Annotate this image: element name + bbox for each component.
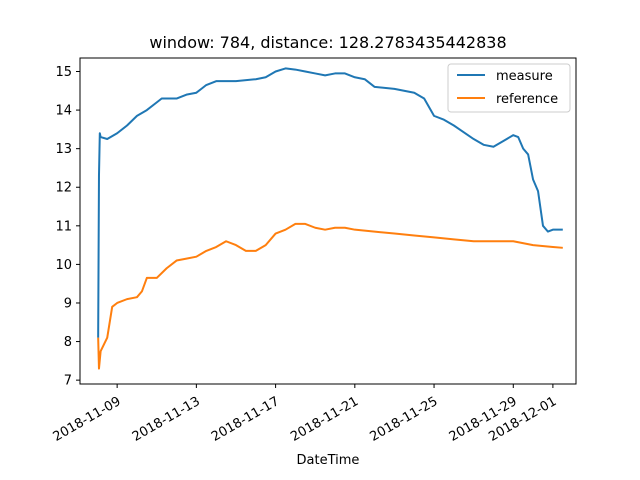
y-axis-ticks: 7 8 9 10 11 12 13 14 15: [55, 65, 80, 389]
y-tick-label: 12: [55, 181, 72, 196]
y-tick-label: 13: [55, 142, 72, 157]
y-tick-label: 9: [64, 296, 72, 311]
chart-title: window: 784, distance: 128.2783435442838: [149, 33, 506, 52]
y-tick-label: 15: [55, 65, 72, 80]
series-line-reference: [97, 222, 563, 370]
y-tick-label: 14: [55, 104, 72, 119]
y-tick-label: 8: [64, 335, 72, 350]
x-axis-label: DateTime: [297, 453, 360, 468]
y-tick-label: 11: [55, 219, 72, 234]
legend: measure reference: [447, 63, 571, 113]
series-line-measure: [97, 67, 563, 338]
legend-label-measure: measure: [496, 69, 553, 84]
plot-frame: [79, 57, 577, 385]
y-tick-label: 10: [55, 258, 72, 273]
legend-label-reference: reference: [496, 92, 558, 107]
series-layer: [97, 67, 563, 370]
y-tick-label: 7: [64, 374, 72, 389]
